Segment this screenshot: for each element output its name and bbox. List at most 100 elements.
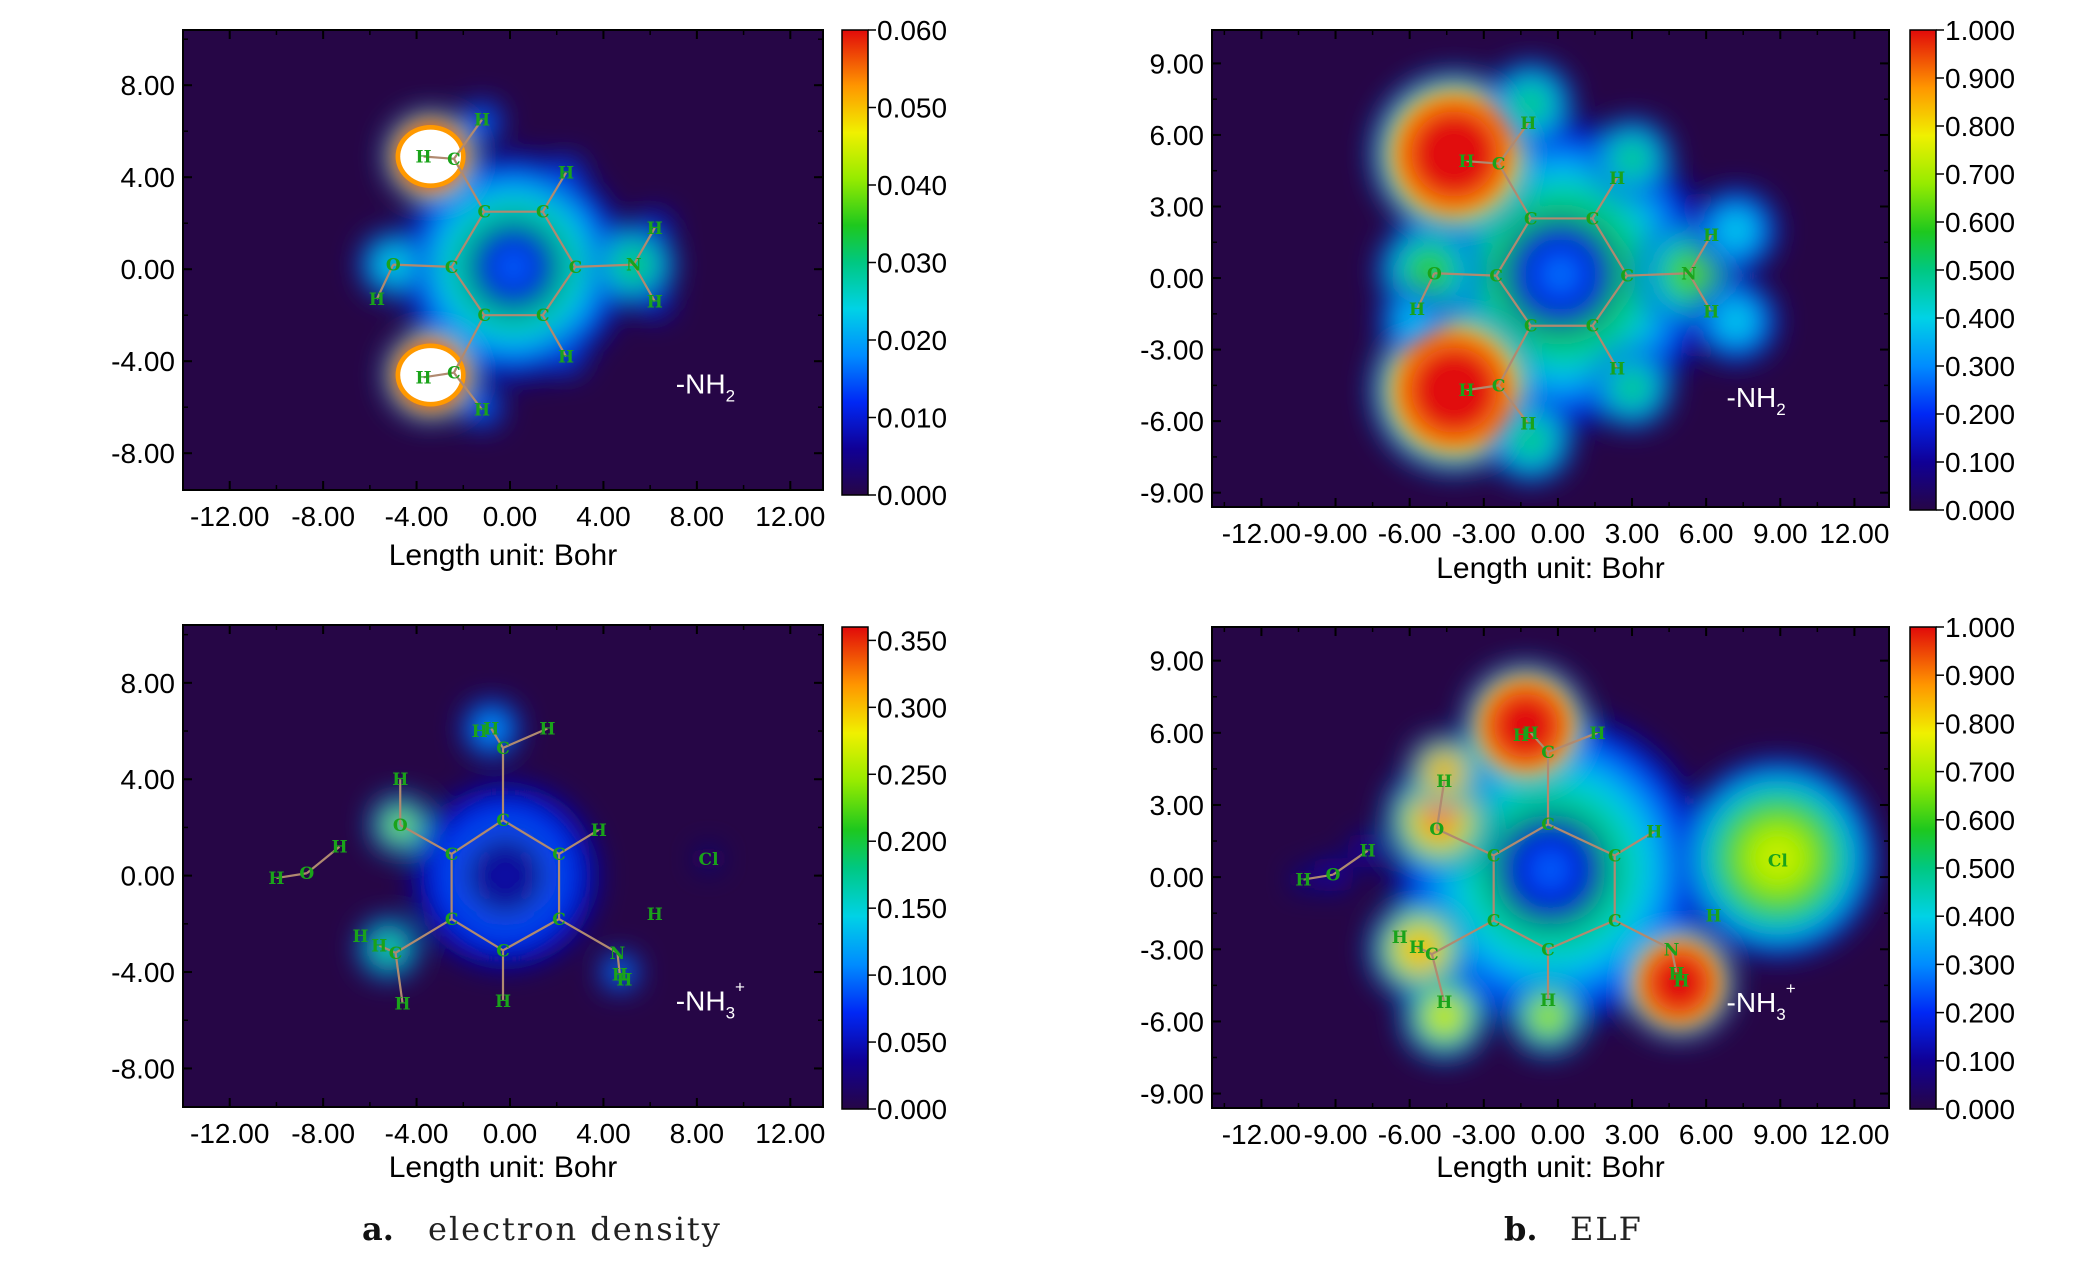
bond-15 bbox=[378, 944, 396, 954]
bond-7 bbox=[1435, 780, 1446, 830]
y-tick-label: 9.00 bbox=[1150, 646, 1205, 677]
atom-label-1: H bbox=[472, 722, 488, 742]
atom-label-16: H bbox=[352, 927, 368, 947]
colorbar: 1.000 0.900 0.800 0.700 0.600 0.500 0.400 0.300… bbox=[1909, 15, 2015, 526]
bond-8 bbox=[393, 263, 452, 268]
colorbar: 0.060 0.050 0.040 0.030 0.020 0.010 0.000 bbox=[841, 15, 947, 511]
saturated-center-8 bbox=[1650, 954, 1708, 1012]
y-axis: 8.00 4.00 0.00 -4.00 -8.00 bbox=[111, 633, 823, 1084]
bond-2 bbox=[502, 727, 548, 749]
atom-label-24: O bbox=[1326, 866, 1341, 886]
y-tick-label: 0.00 bbox=[1150, 862, 1205, 893]
colorbar-tick-label: 0.700 bbox=[1945, 757, 2015, 788]
y-tick-label: 3.00 bbox=[1150, 191, 1205, 222]
x-axis-label: Length unit: Bohr bbox=[1436, 552, 1665, 585]
x-tick-label: -12.00 bbox=[1222, 518, 1301, 549]
bond-4 bbox=[1493, 823, 1549, 857]
bond-17 bbox=[558, 918, 619, 954]
atom-label-17: H bbox=[371, 937, 387, 957]
molecule-bonds bbox=[276, 727, 621, 1004]
y-axis: 8.00 4.00 0.00 -4.00 -8.00 bbox=[111, 38, 823, 469]
molecule-bonds bbox=[1303, 731, 1678, 1003]
colorbar-tick-label: 0.100 bbox=[1945, 447, 2015, 478]
atom-label-14: C bbox=[478, 306, 492, 326]
x-tick-label: -6.00 bbox=[1378, 518, 1442, 549]
atom-label-13: H bbox=[647, 292, 663, 312]
x-axis-label: Length unit: Bohr bbox=[389, 1151, 618, 1184]
y-tick-label: 3.00 bbox=[1150, 790, 1205, 821]
saturated-center-2 bbox=[1493, 693, 1558, 758]
y-axis: 9.00 6.00 3.00 0.00 -3.00 -6.00 -9.00 bbox=[1140, 646, 1889, 1110]
bond-5 bbox=[1591, 177, 1619, 219]
atom-label-10: H bbox=[1409, 300, 1425, 320]
x-axis: -12.00 -9.00 -6.00 -3.00 0.00 3.00 6.00 9.00 12.… bbox=[1222, 627, 1889, 1150]
atom-label-11: N bbox=[1681, 264, 1697, 284]
colorbar-tick-label: 0.030 bbox=[877, 248, 947, 279]
bond-9 bbox=[1416, 272, 1436, 310]
colorbar-gradient bbox=[841, 626, 869, 1110]
x-axis: -12.00 -9.00 -6.00 -3.00 0.00 3.00 6.00 9.00 12.… bbox=[1222, 30, 1889, 549]
bond-12 bbox=[1687, 272, 1713, 312]
atom-label-15: C bbox=[389, 944, 403, 964]
y-tick-label: 0.00 bbox=[1150, 263, 1205, 294]
x-tick-label: 9.00 bbox=[1753, 518, 1808, 549]
colorbar-tick-label: 0.040 bbox=[877, 170, 947, 201]
substituent-label: -NH3+ bbox=[1727, 979, 1796, 1024]
bond-18 bbox=[1466, 384, 1499, 392]
bond-12 bbox=[1547, 919, 1616, 951]
y-tick-label: 8.00 bbox=[121, 668, 176, 699]
x-tick-label: 12.00 bbox=[755, 1118, 825, 1149]
x-tick-label: 12.00 bbox=[1819, 1119, 1889, 1150]
x-tick-label: -4.00 bbox=[385, 501, 449, 532]
bond-12 bbox=[632, 264, 656, 302]
colorbar: 1.000 0.900 0.800 0.700 0.600 0.500 0.400 0.300… bbox=[1909, 612, 2015, 1125]
atom-label-17: H bbox=[416, 368, 432, 388]
colorbar-tick-label: 0.800 bbox=[1945, 111, 2015, 142]
atom-label-3: C bbox=[496, 739, 510, 759]
y-tick-label: -3.00 bbox=[1140, 335, 1204, 366]
colorbar: 0.350 0.300 0.250 0.200 0.150 0.100 0.050 0.000 bbox=[841, 625, 947, 1125]
y-tick-label: -6.00 bbox=[1140, 1006, 1204, 1037]
y-tick-label: 8.00 bbox=[121, 70, 176, 101]
bond-4 bbox=[451, 819, 504, 855]
atom-label-24: O bbox=[299, 864, 314, 884]
x-axis-label: Length unit: Bohr bbox=[389, 539, 618, 572]
bond-5 bbox=[502, 819, 560, 855]
x-tick-label: 0.00 bbox=[483, 501, 538, 532]
density-blob-6 bbox=[1487, 60, 1574, 147]
substituent-label: -NH2 bbox=[1727, 382, 1786, 419]
bond-15 bbox=[1416, 945, 1433, 956]
atom-label-18: H bbox=[395, 994, 411, 1014]
colorbar-gradient bbox=[1909, 626, 1937, 1110]
bond-5 bbox=[1547, 823, 1616, 857]
atom-label-5: C bbox=[1541, 815, 1555, 835]
x-tick-label: -9.00 bbox=[1304, 518, 1368, 549]
plot-frame bbox=[1211, 626, 1890, 1109]
x-tick-label: -6.00 bbox=[1378, 1119, 1442, 1150]
density-blob-6 bbox=[696, 846, 722, 872]
caption-b-text: ELF bbox=[1570, 1210, 1643, 1248]
atom-label-20: H bbox=[1668, 964, 1684, 984]
saturated-center-2 bbox=[1411, 111, 1497, 197]
x-tick-label: -3.00 bbox=[1452, 518, 1516, 549]
atom-label-4: C bbox=[478, 203, 492, 223]
y-tick-label: 0.00 bbox=[121, 254, 176, 285]
atom-label-16: H bbox=[558, 348, 574, 368]
colorbar-tick-label: 0.400 bbox=[1945, 303, 2015, 334]
atom-label-26: Cl bbox=[699, 850, 720, 870]
bond-8 bbox=[1434, 272, 1497, 277]
atom-label-8: C bbox=[569, 258, 583, 278]
bond-13 bbox=[1495, 275, 1532, 327]
colorbar-tick-label: 1.000 bbox=[1945, 612, 2015, 643]
colorbar-tick-label: 0.000 bbox=[1945, 495, 2015, 526]
atom-label-7: H bbox=[1436, 772, 1452, 792]
atom-label-2: H bbox=[1523, 724, 1539, 744]
colorbar-tick-label: 0.800 bbox=[1945, 708, 2015, 739]
bond-19 bbox=[453, 372, 483, 411]
bond-16 bbox=[1430, 953, 1446, 1003]
caption-a-letter: a. bbox=[362, 1210, 394, 1248]
